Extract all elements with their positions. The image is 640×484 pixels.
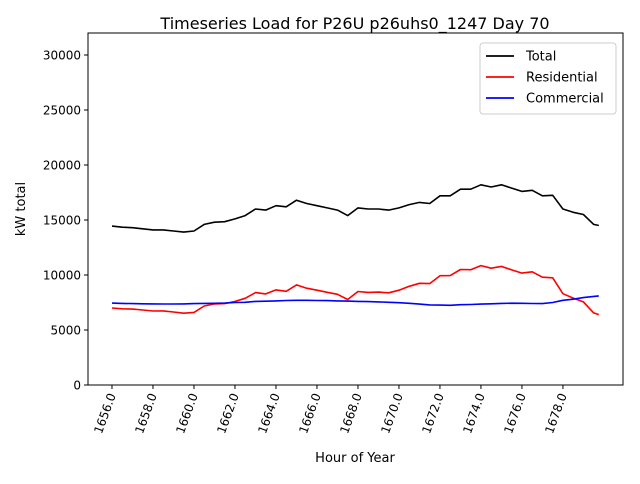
y-tick-label: 30000 xyxy=(43,49,81,63)
series-line-total xyxy=(111,184,599,233)
y-tick-label: 15000 xyxy=(43,214,81,228)
legend-label-commercial: Commercial xyxy=(526,92,604,107)
plot-frame xyxy=(87,32,624,386)
y-axis-label: kW total xyxy=(14,182,29,236)
chart-title: Timeseries Load for P26U p26uhs0_1247 Da… xyxy=(159,14,549,34)
series-line-residential xyxy=(111,264,600,316)
y-tick-label: 5000 xyxy=(50,324,81,338)
y-tick-label: 25000 xyxy=(43,104,81,118)
series-line-commercial xyxy=(111,295,599,307)
legend-label-total: Total xyxy=(525,50,556,65)
x-axis-label: Hour of Year xyxy=(315,451,395,466)
y-tick-label: 20000 xyxy=(43,159,81,173)
legend: Total Residential Commercial xyxy=(479,42,617,115)
y-tick-label: 0 xyxy=(73,379,81,393)
legend-label-residential: Residential xyxy=(526,71,598,86)
y-tick-label: 10000 xyxy=(43,269,81,283)
